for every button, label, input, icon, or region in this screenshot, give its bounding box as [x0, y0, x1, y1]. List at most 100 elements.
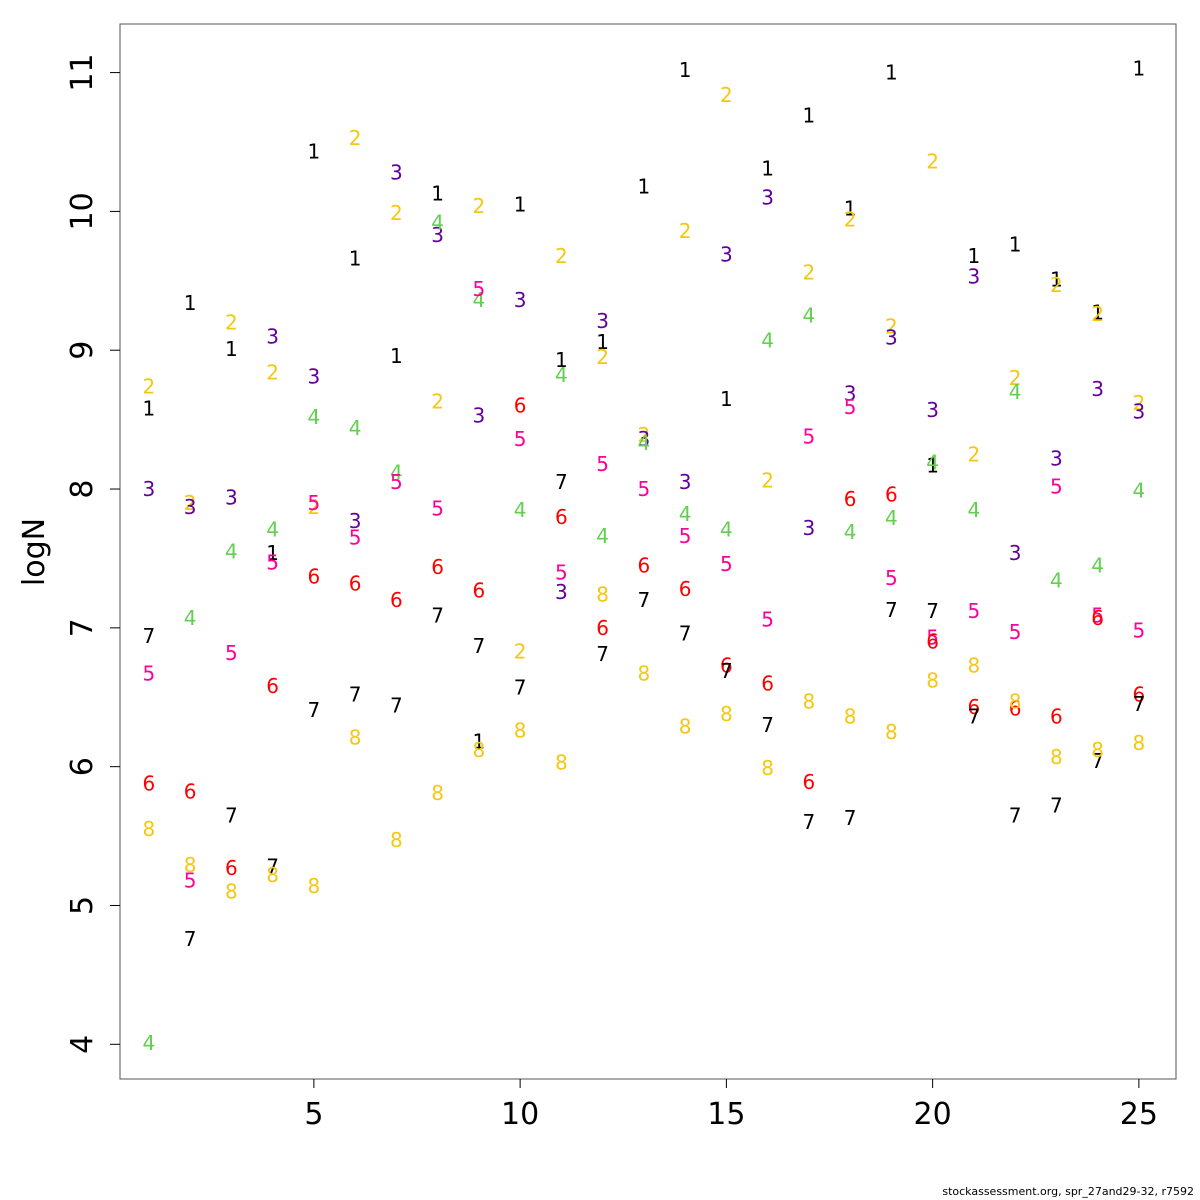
- point-series-4: 4: [596, 524, 609, 548]
- point-series-3: 3: [596, 309, 609, 333]
- point-series-2: 2: [885, 315, 898, 339]
- point-series-7: 7: [1133, 692, 1146, 716]
- point-series-2: 2: [349, 126, 362, 150]
- point-series-5: 5: [885, 566, 898, 590]
- point-series-4: 4: [143, 1031, 156, 1055]
- point-series-2: 2: [184, 491, 197, 515]
- point-series-2: 2: [844, 208, 857, 232]
- point-series-8: 8: [473, 738, 486, 762]
- point-series-2: 2: [1091, 302, 1104, 326]
- point-series-3: 3: [225, 485, 238, 509]
- point-series-3: 3: [1091, 377, 1104, 401]
- x-tick-label: 10: [501, 1097, 539, 1132]
- point-series-6: 6: [638, 553, 651, 577]
- point-series-5: 5: [1009, 620, 1022, 644]
- point-series-3: 3: [885, 326, 898, 350]
- point-series-6: 6: [844, 487, 857, 511]
- x-tick-label: 15: [707, 1097, 745, 1132]
- point-series-6: 6: [308, 564, 321, 588]
- point-series-8: 8: [885, 720, 898, 744]
- point-series-7: 7: [968, 705, 981, 729]
- point-series-6: 6: [926, 630, 939, 654]
- point-series-5: 5: [926, 626, 939, 650]
- point-series-2: 2: [761, 469, 774, 493]
- point-series-4: 4: [514, 498, 527, 522]
- point-series-5: 5: [638, 477, 651, 501]
- y-tick-label: 11: [65, 53, 100, 91]
- point-series-6: 6: [349, 571, 362, 595]
- point-series-7: 7: [308, 698, 321, 722]
- y-tick-label: 8: [65, 479, 100, 498]
- point-series-6: 6: [390, 588, 403, 612]
- point-series-5: 5: [184, 868, 197, 892]
- point-series-1: 1: [1133, 56, 1146, 80]
- point-series-5: 5: [844, 395, 857, 419]
- y-tick-label: 4: [65, 1035, 100, 1054]
- point-series-1: 1: [803, 104, 816, 128]
- point-series-8: 8: [1009, 689, 1022, 713]
- point-series-7: 7: [596, 642, 609, 666]
- point-series-2: 2: [926, 149, 939, 173]
- point-series-1: 1: [638, 174, 651, 198]
- point-series-3: 3: [679, 470, 692, 494]
- point-series-5: 5: [349, 526, 362, 550]
- point-series-6: 6: [679, 577, 692, 601]
- point-series-1: 1: [143, 397, 156, 421]
- x-tick-label: 25: [1120, 1097, 1158, 1132]
- point-series-5: 5: [514, 427, 527, 451]
- point-series-4: 4: [803, 304, 816, 328]
- point-series-6: 6: [514, 394, 527, 418]
- point-series-7: 7: [638, 588, 651, 612]
- x-axis: 5 10 15 20 25: [304, 1079, 1158, 1132]
- point-series-5: 5: [473, 277, 486, 301]
- point-series-1: 1: [926, 453, 939, 477]
- point-series-4: 4: [555, 363, 568, 387]
- point-series-3: 3: [1050, 446, 1063, 470]
- point-series-7: 7: [349, 682, 362, 706]
- point-series-6: 6: [1091, 606, 1104, 630]
- y-axis: 4 5 6 7 8 9 10 11: [65, 53, 120, 1054]
- point-series-1: 1: [679, 58, 692, 82]
- point-series-8: 8: [968, 653, 981, 677]
- point-series-1: 1: [473, 730, 486, 754]
- point-series-1: 1: [1009, 233, 1022, 257]
- point-series-7: 7: [225, 803, 238, 827]
- point-series-8: 8: [184, 853, 197, 877]
- point-series-6: 6: [473, 578, 486, 602]
- point-series-5: 5: [555, 560, 568, 584]
- point-series-2: 2: [1050, 273, 1063, 297]
- point-series-8: 8: [638, 662, 651, 686]
- point-series-6: 6: [225, 856, 238, 880]
- point-series-4: 4: [761, 329, 774, 353]
- point-series-7: 7: [720, 659, 733, 683]
- point-series-4: 4: [266, 517, 279, 541]
- point-series-3: 3: [1133, 399, 1146, 423]
- point-series-6: 6: [596, 616, 609, 640]
- point-series-5: 5: [1091, 603, 1104, 627]
- point-series-8: 8: [926, 669, 939, 693]
- point-series-4: 4: [349, 416, 362, 440]
- point-series-3: 3: [761, 186, 774, 210]
- y-tick-label: 5: [65, 896, 100, 915]
- point-series-3: 3: [431, 223, 444, 247]
- point-series-1: 1: [514, 192, 527, 216]
- point-series-2: 2: [1133, 391, 1146, 415]
- point-series-4: 4: [431, 211, 444, 235]
- point-series-2: 2: [679, 219, 692, 243]
- point-series-1: 1: [844, 197, 857, 221]
- point-series-5: 5: [225, 641, 238, 665]
- point-series-3: 3: [473, 403, 486, 427]
- point-series-3: 3: [143, 477, 156, 501]
- point-series-2: 2: [720, 83, 733, 107]
- point-series-2: 2: [225, 310, 238, 334]
- point-series-6: 6: [555, 505, 568, 529]
- point-series-6: 6: [266, 674, 279, 698]
- point-series-5: 5: [1050, 474, 1063, 498]
- point-series-5: 5: [266, 551, 279, 575]
- y-axis-label: logN: [17, 518, 52, 586]
- point-series-2: 2: [638, 423, 651, 447]
- point-series-8: 8: [761, 756, 774, 780]
- point-series-4: 4: [638, 431, 651, 455]
- footer-credit: stockassessment.org, spr_27and29-32, r75…: [942, 1185, 1194, 1198]
